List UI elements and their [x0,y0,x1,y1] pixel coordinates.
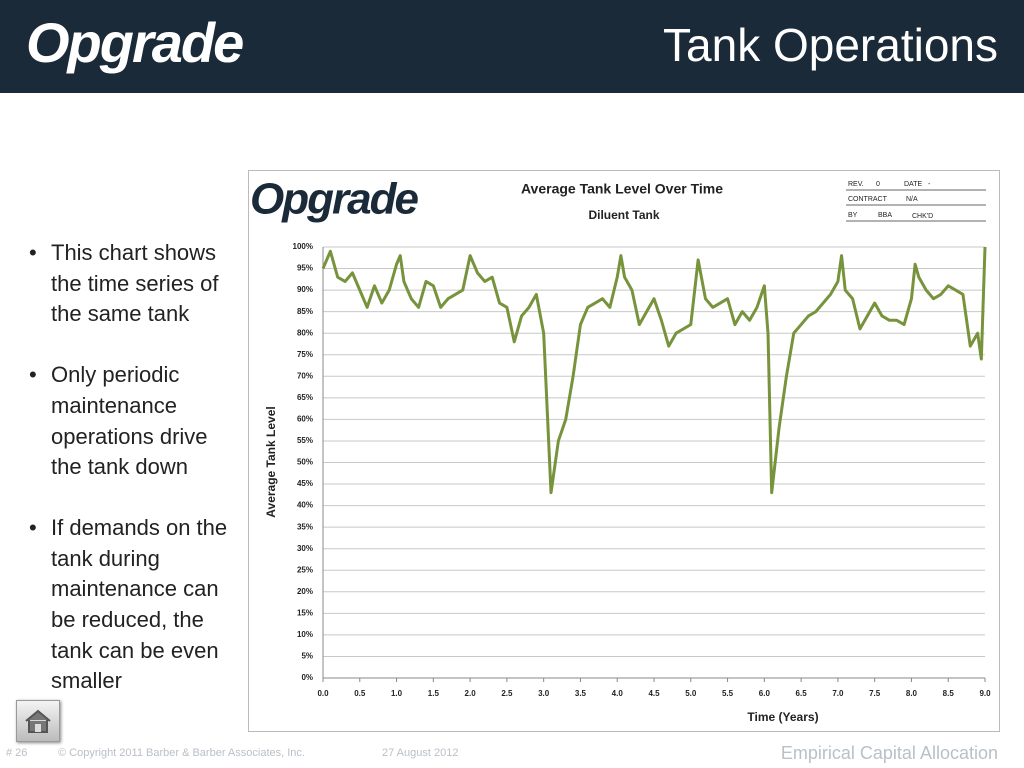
date: 27 August 2012 [382,747,459,759]
home-icon [25,709,51,733]
y-tick-label: 70% [297,371,313,380]
bullet-list: This chart shows the time series of the … [26,238,241,727]
x-tick-label: 1.0 [391,689,403,698]
y-tick-label: 100% [293,242,313,251]
home-button[interactable] [16,700,60,742]
slide-title: Tank Operations [663,19,998,71]
copyright: © Copyright 2011 Barber & Barber Associa… [58,747,305,759]
y-tick-label: 20% [297,587,313,596]
x-tick-label: 5.0 [685,689,697,698]
y-tick-label: 0% [301,673,313,682]
tb-label: CONTRACT [848,196,888,203]
y-tick-label: 15% [297,608,313,617]
x-axis-label: Time (Years) [747,710,818,724]
title-block: REV. 0 DATE - CONTRACT N/A BY BBA CHK'D [846,181,986,222]
x-tick-label: 0.5 [354,689,366,698]
y-tick-label: 45% [297,479,313,488]
logo: Opgrade [26,11,244,74]
y-tick-label: 80% [297,328,313,337]
chart-title: Average Tank Level Over Time [521,181,723,197]
x-tick-label: 6.0 [759,689,771,698]
x-tick-label: 4.0 [612,689,624,698]
y-tick-label: 50% [297,458,313,467]
y-tick-label: 55% [297,436,313,445]
x-tick-label: 6.5 [796,689,808,698]
x-tick-label: 7.5 [869,689,881,698]
x-tick-label: 3.0 [538,689,550,698]
y-tick-label: 25% [297,565,313,574]
x-tick-label: 9.0 [979,689,991,698]
chart: Opgrade Average Tank Level Over Time Dil… [248,170,1000,732]
y-tick-label: 5% [301,652,313,661]
bullet: If demands on the tank during maintenanc… [26,513,241,697]
y-tick-label: 10% [297,630,313,639]
y-tick-label: 95% [297,264,313,273]
tb-value: - [928,181,931,188]
x-tick-label: 1.5 [428,689,440,698]
x-tick-label: 2.0 [465,689,477,698]
bullet: This chart shows the time series of the … [26,238,241,330]
y-tick-label: 90% [297,285,313,294]
chart-frame [248,170,1000,732]
tb-label: REV. [848,181,864,188]
x-tick-label: 2.5 [501,689,513,698]
chart-subtitle: Diluent Tank [588,208,659,222]
section: Empirical Capital Allocation [780,743,998,763]
tb-label: CHK'D [912,213,933,220]
y-tick-label: 85% [297,307,313,316]
x-tick-label: 8.5 [943,689,955,698]
x-tick-label: 7.0 [832,689,844,698]
tb-value: BBA [878,212,892,219]
tb-value: N/A [906,196,918,203]
x-tick-label: 0.0 [317,689,329,698]
y-tick-label: 30% [297,544,313,553]
slide-number: # 26 [6,747,28,759]
tb-label: DATE [904,181,922,188]
tb-label: BY [848,212,858,219]
y-tick-label: 60% [297,415,313,424]
header-bar: Opgrade Tank Operations [0,0,1024,93]
x-tick-label: 8.0 [906,689,918,698]
chart-logo: Opgrade [250,175,418,224]
y-tick-label: 65% [297,393,313,402]
x-tick-label: 3.5 [575,689,587,698]
y-tick-label: 35% [297,522,313,531]
x-tick-label: 5.5 [722,689,734,698]
data-line [321,246,987,495]
x-tick-label: 4.5 [648,689,660,698]
tb-value: 0 [876,181,880,188]
y-axis-label: Average Tank Level [264,406,278,517]
bullet: Only periodic maintenance operations dri… [26,360,241,483]
y-tick-label: 40% [297,501,313,510]
y-tick-label: 75% [297,350,313,359]
